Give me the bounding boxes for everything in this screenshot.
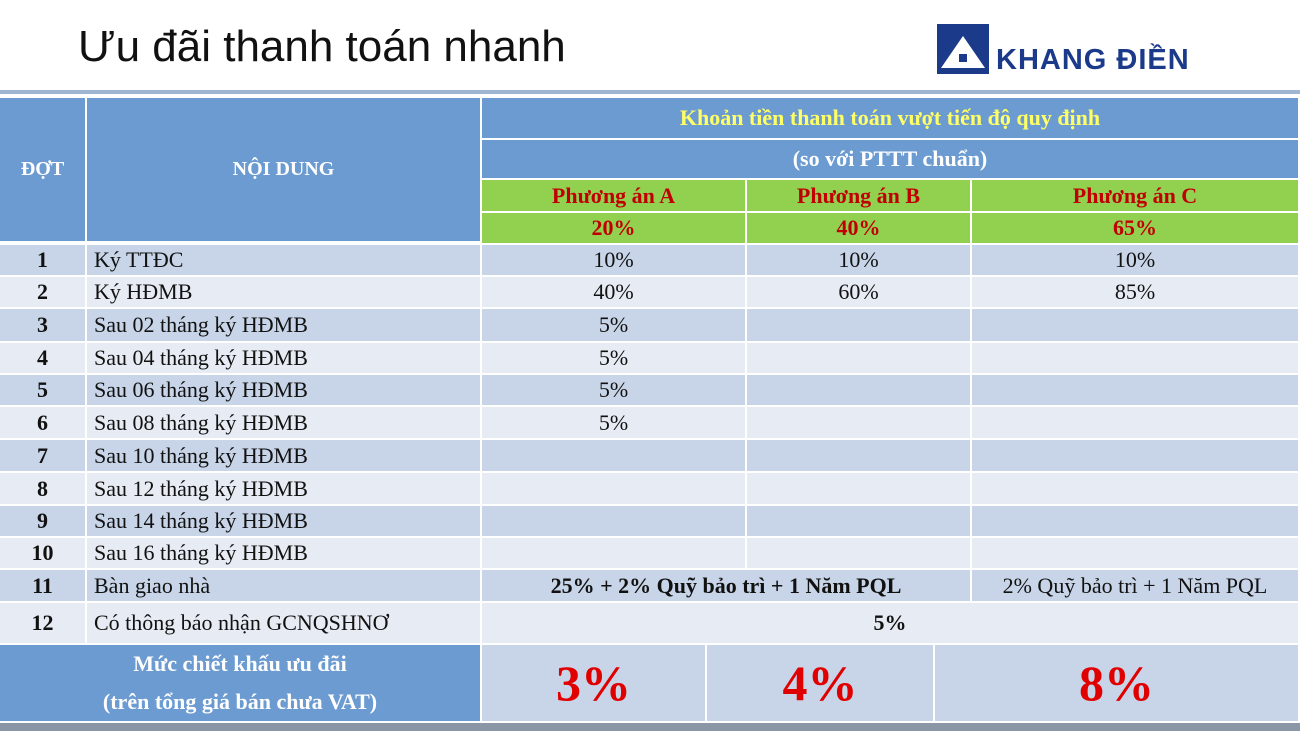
value-cell	[972, 343, 1298, 373]
row-number: 9	[0, 506, 85, 536]
row-content: Sau 16 tháng ký HĐMB	[87, 538, 480, 568]
title: Ưu đãi thanh toán nhanh	[78, 22, 566, 71]
value-cell: 10%	[972, 245, 1298, 275]
discount-label-line: Mức chiết khấu ưu đãi	[133, 651, 347, 676]
value-cell	[747, 309, 970, 341]
value-cell: 40%	[482, 277, 745, 307]
option-percent: 20%	[482, 213, 745, 243]
row-number: 7	[0, 440, 85, 471]
value-cell	[747, 407, 970, 438]
row-number: 10	[0, 538, 85, 568]
discount-value: 8%	[935, 645, 1298, 721]
row-content: Bàn giao nhà	[87, 570, 480, 601]
value-cell	[972, 309, 1298, 341]
value-cell: 5%	[482, 343, 745, 373]
value-cell	[747, 473, 970, 504]
value-cell	[972, 538, 1298, 568]
discount-label: Mức chiết khấu ưu đãi (trên tổng giá bán …	[0, 645, 480, 721]
logo-icon	[937, 24, 989, 74]
discount-label-line: (trên tổng giá bán chưa VAT)	[102, 689, 378, 714]
value-cell	[482, 440, 745, 471]
header-cell: Khoản tiền thanh toán vượt tiến độ quy đ…	[482, 98, 1298, 138]
row-number: 8	[0, 473, 85, 504]
option-name: Phương án C	[972, 180, 1298, 211]
row-content: Sau 10 tháng ký HĐMB	[87, 440, 480, 471]
row-number: 6	[0, 407, 85, 438]
row-number: 11	[0, 570, 85, 601]
row-content: Ký TTĐC	[87, 245, 480, 275]
value-cell: 2% Quỹ bảo trì + 1 Năm PQL	[972, 570, 1298, 601]
header-cell: NỘI DUNG	[87, 98, 480, 241]
row-number: 12	[0, 603, 85, 643]
option-name: Phương án B	[747, 180, 970, 211]
value-cell: 60%	[747, 277, 970, 307]
option-name: Phương án A	[482, 180, 745, 211]
row-content: Sau 02 tháng ký HĐMB	[87, 309, 480, 341]
value-cell: 5%	[482, 309, 745, 341]
discount-value: 4%	[707, 645, 933, 721]
row-content: Sau 04 tháng ký HĐMB	[87, 343, 480, 373]
value-cell	[972, 473, 1298, 504]
value-cell	[972, 375, 1298, 405]
row-content: Sau 06 tháng ký HĐMB	[87, 375, 480, 405]
row-number: 1	[0, 245, 85, 275]
value-cell	[482, 506, 745, 536]
row-content: Sau 08 tháng ký HĐMB	[87, 407, 480, 438]
bottom-strip	[0, 723, 1300, 731]
value-cell	[747, 506, 970, 536]
row-content: Có thông báo nhận GCNQSHNƠ	[87, 603, 480, 643]
value-cell: 10%	[482, 245, 745, 275]
option-percent: 65%	[972, 213, 1298, 243]
value-cell	[747, 440, 970, 471]
value-cell: 5%	[482, 407, 745, 438]
value-cell	[747, 538, 970, 568]
value-cell: 25% + 2% Quỹ bảo trì + 1 Năm PQL	[482, 570, 970, 601]
value-cell	[747, 343, 970, 373]
row-content: Ký HĐMB	[87, 277, 480, 307]
value-cell	[482, 473, 745, 504]
logo-text: KHANG ĐIỀN	[996, 44, 1190, 76]
value-cell: 5%	[482, 375, 745, 405]
discount-value: 3%	[482, 645, 705, 721]
header-cell: ĐỢT	[0, 98, 85, 241]
value-cell: 10%	[747, 245, 970, 275]
value-cell	[482, 538, 745, 568]
value-cell	[972, 506, 1298, 536]
row-number: 2	[0, 277, 85, 307]
value-cell	[972, 407, 1298, 438]
row-number: 3	[0, 309, 85, 341]
row-number: 5	[0, 375, 85, 405]
value-cell	[972, 440, 1298, 471]
value-cell	[747, 375, 970, 405]
row-number: 4	[0, 343, 85, 373]
header-cell: (so với PTTT chuẩn)	[482, 140, 1298, 178]
value-cell: 85%	[972, 277, 1298, 307]
row-content: Sau 14 tháng ký HĐMB	[87, 506, 480, 536]
row-content: Sau 12 tháng ký HĐMB	[87, 473, 480, 504]
option-percent: 40%	[747, 213, 970, 243]
rule	[0, 90, 1300, 94]
value-cell: 5%	[482, 603, 1298, 643]
